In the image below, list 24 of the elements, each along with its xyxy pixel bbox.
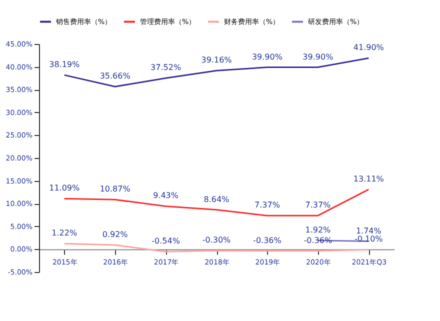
data-label: 7.37% bbox=[305, 200, 332, 210]
data-label: 39.16% bbox=[201, 56, 232, 65]
data-label: -0.10% bbox=[354, 234, 384, 244]
data-label: 7.37% bbox=[254, 200, 280, 210]
data-label: 13.11% bbox=[353, 174, 384, 184]
data-label: -0.36% bbox=[304, 236, 332, 245]
line-series bbox=[64, 242, 370, 252]
data-label: 39.90% bbox=[302, 52, 334, 62]
data-label: 10.87% bbox=[100, 184, 131, 194]
data-label: 35.66% bbox=[100, 72, 131, 81]
data-label: 1.92% bbox=[305, 225, 332, 234]
data-label: 8.64% bbox=[204, 194, 230, 204]
data-label: -0.30% bbox=[202, 236, 232, 245]
data-label: 9.43% bbox=[153, 191, 179, 200]
data-label: -0.36% bbox=[253, 236, 282, 245]
data-label: 37.52% bbox=[150, 63, 182, 72]
data-label: 38.19% bbox=[49, 60, 80, 70]
data-label: -0.54% bbox=[152, 236, 180, 246]
data-label: 1.74% bbox=[356, 226, 382, 236]
data-label: 0.92% bbox=[102, 230, 128, 240]
data-label: 39.90% bbox=[252, 52, 283, 62]
data-label: 1.22% bbox=[52, 228, 78, 238]
data-label: 41.90% bbox=[353, 43, 384, 52]
data-label: 11.09% bbox=[49, 184, 80, 193]
